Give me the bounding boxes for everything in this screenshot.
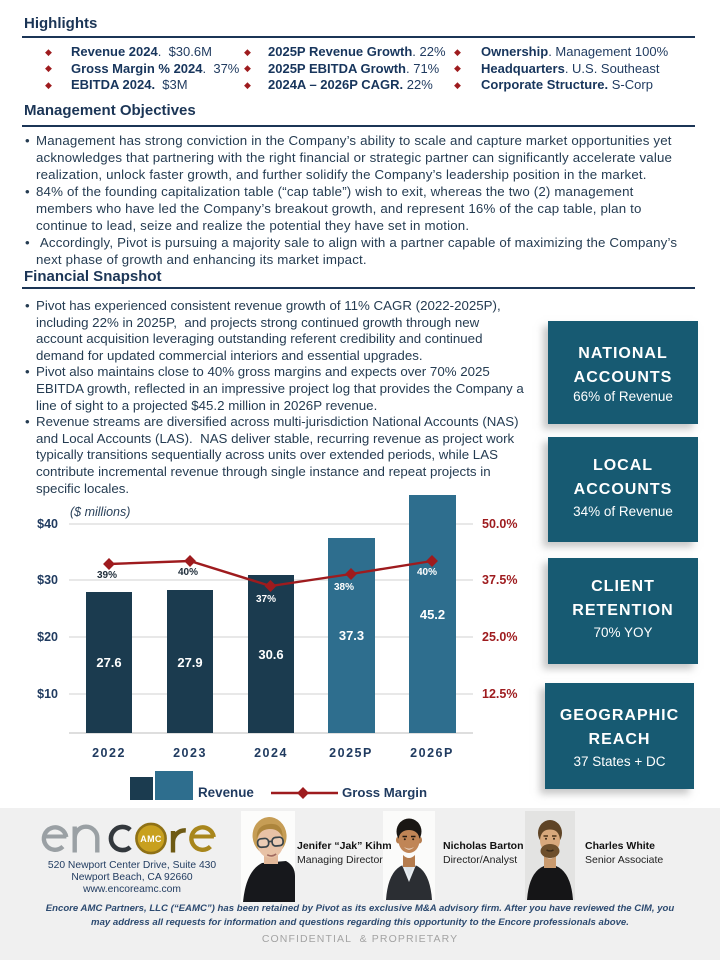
svg-text:AMC: AMC (140, 834, 162, 844)
